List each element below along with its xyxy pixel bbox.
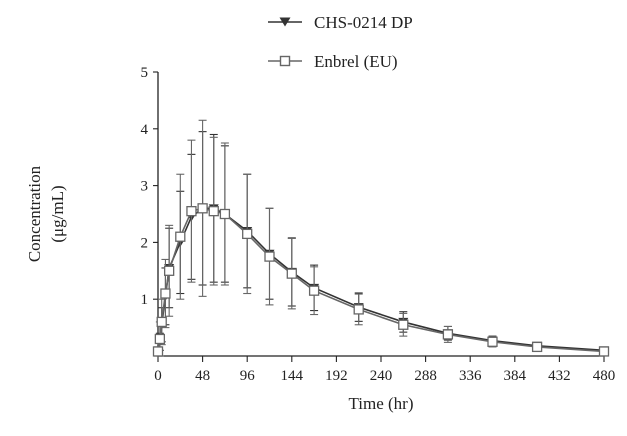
y-tick-label: 3 [141,179,149,195]
data-point-square [531,341,543,353]
x-tick-label: 48 [195,368,210,384]
y-tick-label: 4 [141,122,149,138]
data-point-square [197,203,208,214]
legend-item-enbrel-eu: Enbrel (EU) [268,52,398,71]
y-axis-title-line-1: Concentration [25,165,44,262]
series-1 [152,119,610,357]
x-tick-label: 288 [414,368,437,384]
data-point-square [398,319,409,330]
x-tick-label: 192 [325,368,348,384]
data-point-square [163,265,175,276]
data-point-square [156,316,167,328]
y-axis-ticks: 1 2 3 4 5 [141,65,158,308]
data-point-square [442,329,454,340]
data-point-square [242,228,253,240]
x-tick-label: 432 [548,368,571,384]
x-tick-label: 96 [240,368,256,384]
x-tick-label: 144 [281,368,304,384]
legend-item-chs-0214-dp: CHS-0214 DP [268,13,413,32]
y-axis-title: Concentration (μg/mL) [25,165,67,262]
data-point-square [264,251,275,262]
data-point-square [286,268,297,279]
data-point-square [308,285,320,296]
x-axis-ticks: 0 48 96 144 192 240 288 336 384 432 480 [154,356,615,384]
data-point-square [353,304,364,315]
data-point-square [152,346,164,357]
legend-label-chs-0214-dp: CHS-0214 DP [314,13,413,32]
data-point-square [160,288,171,299]
data-point-square [186,206,197,217]
data-point-square [175,231,186,242]
data-point-square [598,346,610,357]
legend: CHS-0214 DP Enbrel (EU) [268,13,413,71]
x-tick-label: 0 [154,368,162,384]
x-tick-label: 240 [370,368,393,384]
legend-label-enbrel-eu: Enbrel (EU) [314,52,398,71]
data-point-square [219,208,231,220]
series-layer [152,119,610,358]
legend-triangle-marker-icon [279,17,291,27]
y-tick-label: 2 [141,235,149,251]
x-tick-label: 480 [593,368,616,384]
y-axis-title-line-2: (μg/mL) [48,185,67,242]
data-point-square [208,206,219,217]
x-tick-label: 336 [459,368,482,384]
x-tick-label: 384 [504,368,527,384]
x-axis-title: Time (hr) [348,394,413,413]
y-tick-label: 1 [141,292,149,308]
data-point-square [487,336,498,347]
data-point-square [154,333,166,345]
y-tick-label: 5 [141,65,149,81]
legend-square-marker-icon [279,55,291,67]
